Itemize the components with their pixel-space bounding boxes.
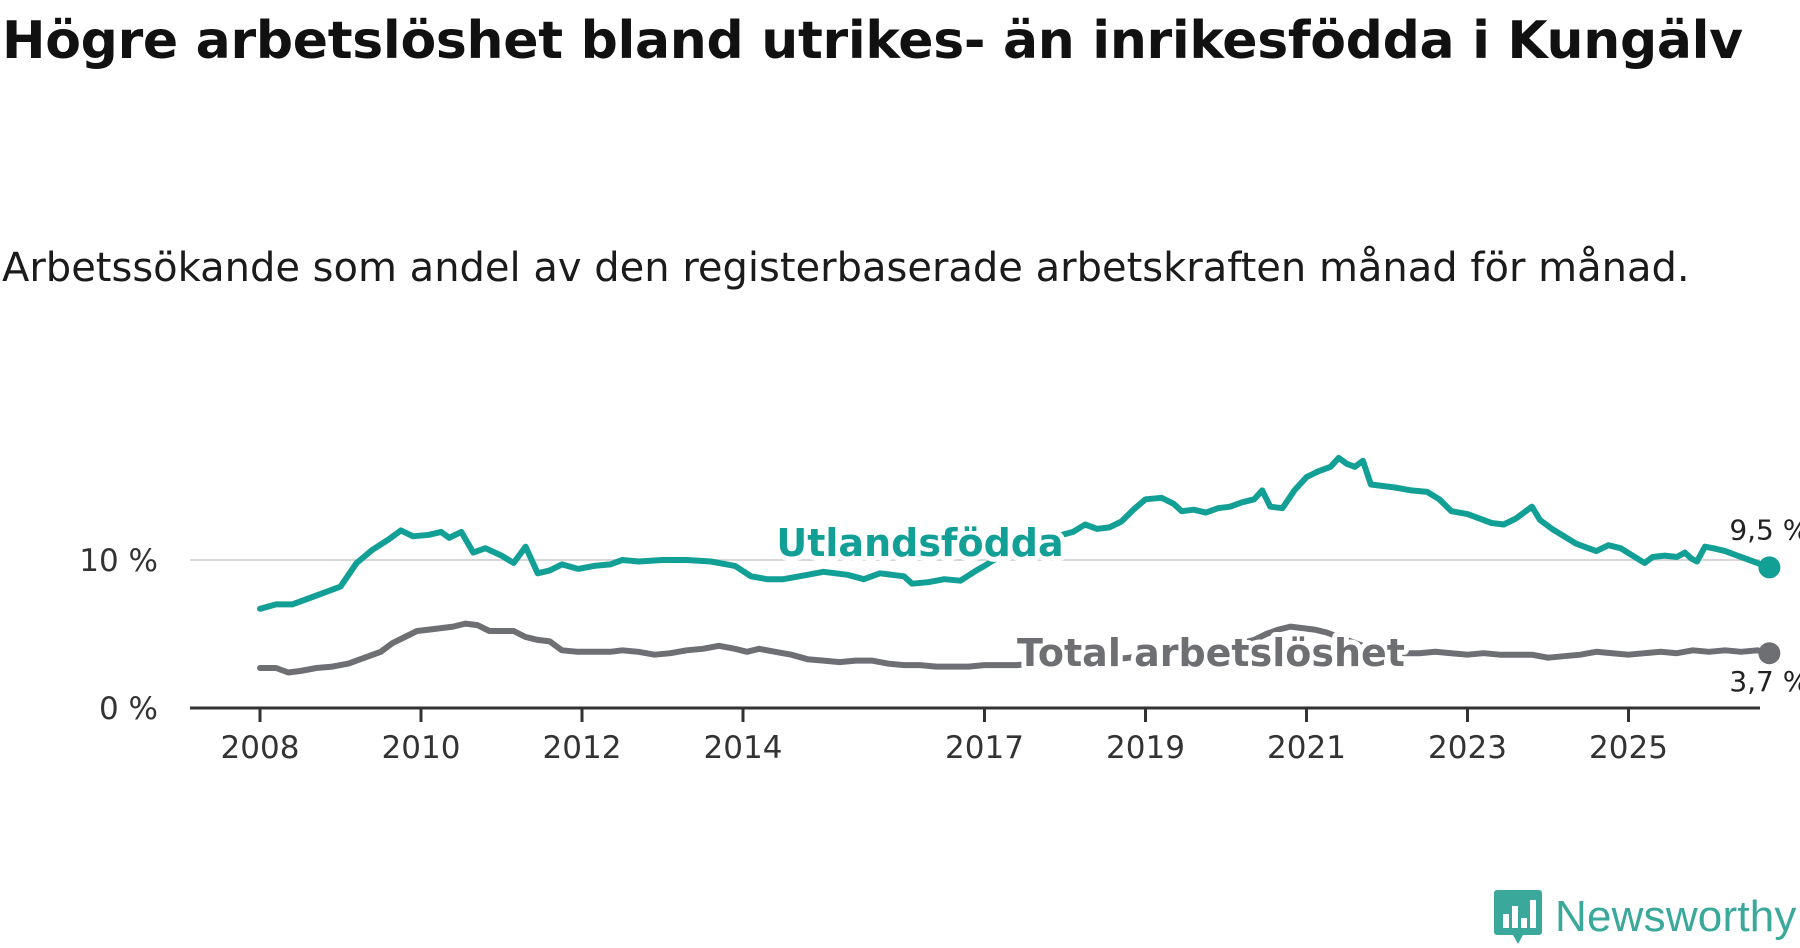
chart-title: Högre arbetslöshet bland utrikes- än inr…: [2, 11, 1743, 71]
newsworthy-logo-icon: [1494, 890, 1542, 944]
y-tick-label-0: 0 %: [99, 691, 158, 727]
axes: 0 % 10 % 2008 2010 2012 2014 2017 2019 2021 2023 2…: [79, 543, 1760, 766]
x-tick-label-2014: 2014: [704, 730, 783, 766]
end-point-total-arbetslöshet: [1758, 642, 1781, 665]
end-label-utlandsfödda: 9,5 %: [1729, 513, 1800, 546]
x-tick-label-2017: 2017: [945, 730, 1024, 766]
x-tick-label-2021: 2021: [1267, 730, 1346, 766]
series-lines: [257, 454, 1781, 676]
series-labels: Utlandsfödda 9,5 % Total arbetslöshet 3,7 %: [771, 510, 1800, 701]
series-label-total-arbetslöshet: Total arbetslöshet: [1017, 631, 1405, 675]
x-tick-label-2019: 2019: [1106, 730, 1185, 766]
chart-subtitle: Arbetssökande som andel av den registerb…: [2, 245, 1690, 291]
series-label-utlandsfödda: Utlandsfödda: [776, 521, 1063, 565]
x-tick-label-2025: 2025: [1589, 730, 1668, 766]
newsworthy-brand: Newsworthy: [1493, 888, 1797, 946]
series-line-total-arbetslöshet: [257, 620, 1773, 676]
x-tick-label-2012: 2012: [543, 730, 622, 766]
end-point-utlandsfödda: [1758, 556, 1781, 579]
end-label-total-arbetslöshet: 3,7 %: [1729, 665, 1800, 698]
y-tick-label-10: 10 %: [79, 543, 158, 579]
x-tick-label-2010: 2010: [382, 730, 461, 766]
x-tick-label-2023: 2023: [1428, 730, 1507, 766]
line-chart: 0 % 10 % 2008 2010 2012 2014 2017 2019 2021 2023 2…: [79, 454, 1800, 766]
brand-name: Newsworthy: [1555, 892, 1797, 941]
x-tick-label-2008: 2008: [221, 730, 300, 766]
series-line-utlandsfödda: [257, 454, 1773, 612]
